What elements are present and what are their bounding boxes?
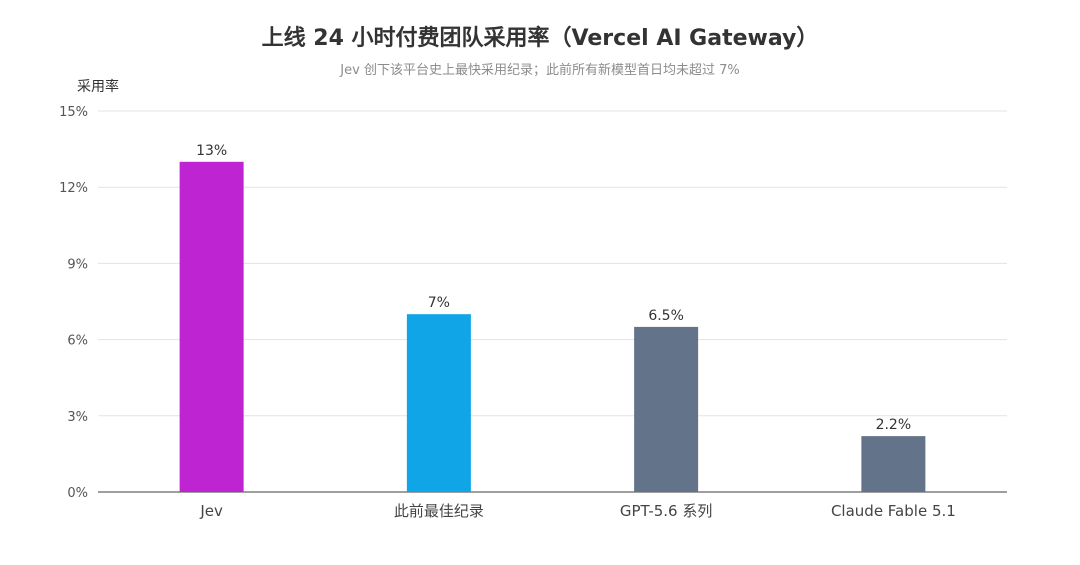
x-tick-label: Claude Fable 5.1 <box>831 502 956 520</box>
chart-subtitle: Jev 创下该平台史上最快采用纪录；此前所有新模型首日均未超过 7% <box>340 63 740 78</box>
x-tick-label: GPT-5.6 系列 <box>620 502 713 520</box>
x-tick-label: 此前最佳纪录 <box>394 502 484 520</box>
bar <box>406 314 471 492</box>
x-tick-label: Jev <box>199 502 223 520</box>
chart-title: 上线 24 小时付费团队采用率（Vercel AI Gateway） <box>261 26 819 51</box>
y-tick-label: 9% <box>67 257 88 272</box>
y-tick-label: 6% <box>67 334 88 349</box>
y-tick-label: 0% <box>67 486 88 501</box>
bar <box>179 161 244 493</box>
bar <box>861 436 926 492</box>
bar-value-label: 13% <box>196 143 227 159</box>
bar-value-label: 2.2% <box>876 417 912 433</box>
bar <box>634 326 699 492</box>
bar-value-label: 6.5% <box>648 308 684 324</box>
y-tick-label: 3% <box>67 410 88 425</box>
y-tick-label: 15% <box>59 105 88 120</box>
y-axis-title: 采用率 <box>77 78 119 95</box>
bar-value-label: 7% <box>428 295 450 311</box>
y-tick-label: 12% <box>59 181 88 196</box>
